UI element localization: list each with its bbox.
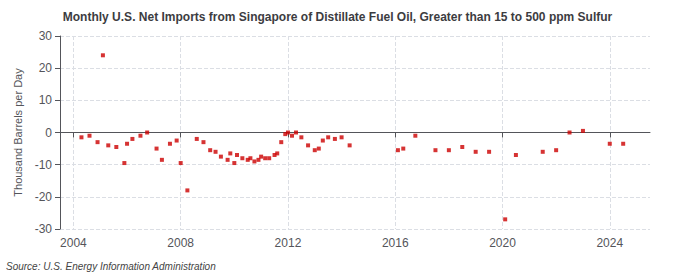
svg-text:30: 30 bbox=[39, 29, 53, 43]
svg-text:0: 0 bbox=[45, 126, 52, 140]
svg-text:2004: 2004 bbox=[60, 236, 87, 250]
svg-text:Source: U.S. Energy Informatio: Source: U.S. Energy Information Administ… bbox=[6, 261, 216, 272]
svg-text:2024: 2024 bbox=[596, 236, 623, 250]
svg-text:2012: 2012 bbox=[275, 236, 302, 250]
svg-text:2008: 2008 bbox=[167, 236, 194, 250]
svg-text:2016: 2016 bbox=[382, 236, 409, 250]
svg-text:-10: -10 bbox=[35, 158, 53, 172]
svg-text:Monthly U.S. Net Imports from: Monthly U.S. Net Imports from Singapore … bbox=[63, 10, 613, 24]
svg-text:-30: -30 bbox=[35, 222, 53, 236]
svg-text:2020: 2020 bbox=[489, 236, 516, 250]
svg-text:20: 20 bbox=[39, 61, 53, 75]
svg-text:-20: -20 bbox=[35, 190, 53, 204]
svg-text:10: 10 bbox=[39, 93, 53, 107]
svg-text:Thousand Barrels per Day: Thousand Barrels per Day bbox=[12, 68, 24, 197]
